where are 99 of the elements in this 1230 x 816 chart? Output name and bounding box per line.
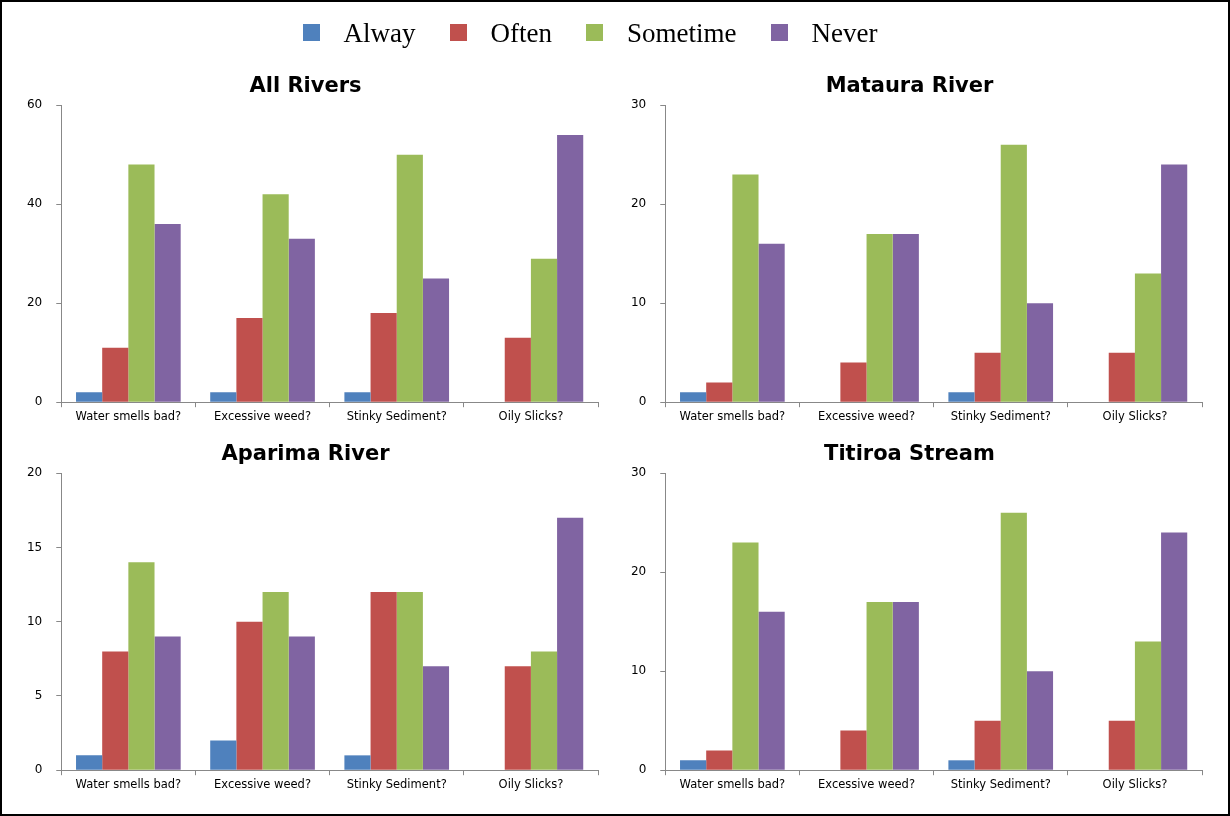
x-tick-label: Oily Slicks? [1102, 777, 1168, 792]
y-tick-label: 30 [630, 465, 647, 480]
bar [128, 562, 155, 770]
bar [948, 392, 975, 402]
bar [236, 318, 263, 402]
y-tick-label: 15 [26, 539, 43, 554]
y-tick-label: 5 [34, 688, 43, 703]
x-tick-label: Stinky Sediment? [950, 777, 1051, 792]
bar [1000, 144, 1027, 402]
bar [128, 164, 155, 402]
bar [948, 760, 975, 770]
bar [758, 611, 785, 770]
x-tick-label: Excessive weed? [214, 409, 312, 424]
x-tick-label: Water smells bad? [75, 409, 182, 424]
bar [1026, 671, 1054, 770]
x-tick-label: Stinky Sediment? [950, 409, 1051, 424]
bar [1134, 273, 1162, 402]
y-tick-label: 60 [26, 97, 43, 112]
bar [840, 730, 867, 770]
x-tick-label: Water smells bad? [679, 777, 786, 792]
bar [1108, 720, 1135, 770]
bar [974, 720, 1001, 770]
bar [892, 601, 919, 770]
bar [758, 243, 785, 402]
chart-title: Titiroa Stream [824, 441, 995, 466]
bar [422, 666, 450, 770]
bar [732, 174, 759, 402]
bar [210, 392, 237, 402]
y-tick-label: 0 [638, 394, 647, 409]
y-tick-label: 10 [26, 613, 43, 628]
bar [1026, 303, 1054, 402]
bar [344, 392, 371, 402]
bar [154, 224, 181, 402]
bar [262, 194, 289, 402]
chart-title: Aparima River [221, 441, 391, 466]
chart-title: All Rivers [249, 73, 362, 98]
x-tick-label: Oily Slicks? [498, 777, 564, 792]
bar [866, 233, 893, 402]
legend-label: Never [810, 18, 878, 49]
bar [102, 651, 129, 770]
legend-label: Alway [342, 18, 416, 49]
bar [504, 337, 531, 402]
y-tick-label: 10 [630, 295, 647, 310]
bar [288, 636, 315, 770]
x-tick-label: Stinky Sediment? [346, 409, 447, 424]
bar [76, 392, 103, 402]
bar [288, 238, 315, 402]
legend-label: Sometime [626, 18, 737, 49]
bar [680, 760, 707, 770]
y-tick-label: 30 [630, 97, 647, 112]
bar [706, 750, 733, 770]
bar [262, 592, 289, 770]
bar [840, 362, 867, 402]
bar [974, 352, 1001, 402]
x-tick-label: Excessive weed? [818, 409, 916, 424]
x-tick-label: Oily Slicks? [498, 409, 564, 424]
y-tick-label: 40 [26, 196, 43, 211]
bar [530, 258, 558, 402]
bar [732, 542, 759, 770]
y-tick-label: 10 [630, 663, 647, 678]
y-tick-label: 20 [630, 564, 647, 579]
bar [866, 601, 893, 770]
x-tick-label: Excessive weed? [214, 777, 312, 792]
bar [706, 382, 733, 402]
bar [422, 278, 450, 402]
x-tick-label: Water smells bad? [75, 777, 182, 792]
bar [370, 592, 397, 770]
bar [370, 313, 397, 402]
bar [504, 666, 531, 770]
x-tick-label: Oily Slicks? [1102, 409, 1168, 424]
bar [236, 621, 263, 770]
bar [396, 592, 423, 770]
x-tick-label: Stinky Sediment? [346, 777, 447, 792]
bar [557, 134, 584, 402]
bar [1161, 532, 1188, 770]
bar [396, 154, 423, 402]
bar [154, 636, 181, 770]
bar [1134, 641, 1162, 770]
bar [1108, 352, 1135, 402]
y-tick-label: 20 [26, 465, 43, 480]
chart-title: Mataura River [825, 73, 994, 98]
y-tick-label: 0 [34, 394, 43, 409]
bar [530, 651, 558, 770]
bar [680, 392, 707, 402]
bar [344, 755, 371, 770]
y-tick-label: 0 [638, 762, 647, 777]
bar [1161, 164, 1188, 402]
y-tick-label: 20 [26, 295, 43, 310]
y-tick-label: 0 [34, 762, 43, 777]
bar [76, 755, 103, 770]
x-tick-label: Water smells bad? [679, 409, 786, 424]
bar [1000, 512, 1027, 770]
bar [892, 233, 919, 402]
legend-label: Often [489, 18, 552, 49]
bar [102, 347, 129, 402]
x-tick-label: Excessive weed? [818, 777, 916, 792]
bar [557, 517, 584, 770]
bar [210, 740, 237, 770]
y-tick-label: 20 [630, 196, 647, 211]
